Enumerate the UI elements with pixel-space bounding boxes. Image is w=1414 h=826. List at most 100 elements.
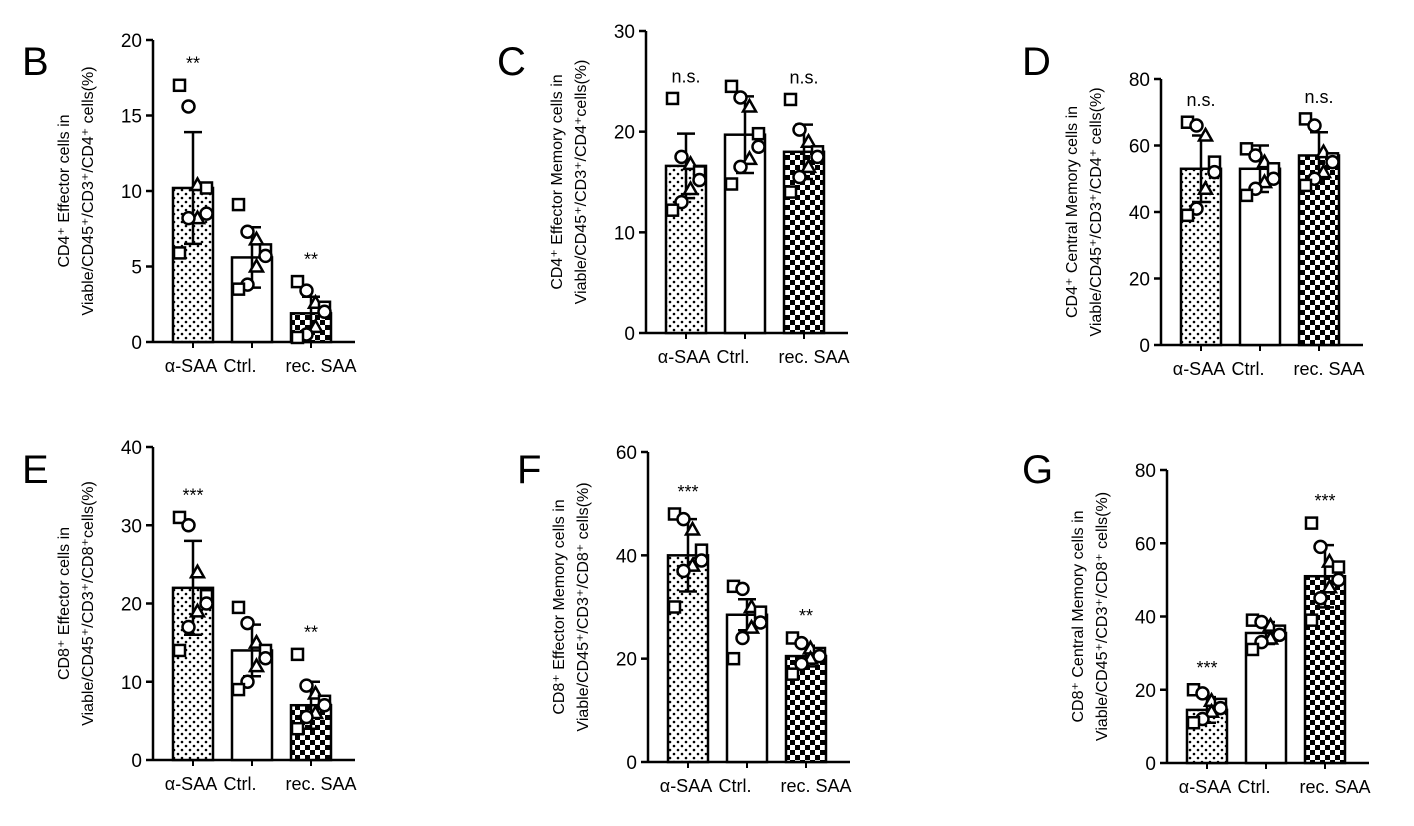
data-point-circle	[181, 518, 196, 533]
y-axis-label: CD4⁺ Effector cells in	[56, 114, 73, 267]
data-point-circle	[317, 304, 332, 320]
x-tick-label: rec. SAA	[778, 347, 849, 367]
data-point-circle	[1248, 148, 1263, 163]
x-tick-label: Ctrl.	[719, 776, 752, 796]
data-point-circle	[694, 553, 709, 568]
x-tick-label: rec. SAA	[1293, 359, 1364, 379]
panel-b: B CD4⁺ Effector cells in Viable/CD45⁺/CD3⁺…	[22, 31, 357, 376]
x-tick-label: α-SAA	[1179, 777, 1231, 797]
data-point-square	[1331, 560, 1346, 574]
significance-label: **	[304, 250, 318, 270]
data-point-circle	[735, 630, 750, 646]
significance-label: n.s.	[1304, 87, 1333, 107]
x-tick-label: Ctrl.	[717, 347, 750, 367]
y-tick-label: 0	[624, 324, 635, 345]
data-point-square	[1239, 142, 1254, 156]
y-tick-label: 10	[614, 223, 635, 244]
data-point-square	[290, 647, 305, 662]
data-point-circle	[1207, 164, 1222, 180]
panel-f: F CD8⁺ Effector Memory cells in Viable/CD4…	[517, 443, 852, 796]
data-point-square	[783, 185, 798, 199]
x-tick-label: rec. SAA	[285, 356, 356, 376]
panel-d: D CD4⁺ Central Memory cells in Viable/CD45…	[1022, 40, 1365, 379]
data-point-square	[172, 510, 187, 525]
data-point-triangle	[1202, 702, 1221, 718]
x-tick-label: rec. SAA	[1299, 777, 1370, 797]
bar	[782, 150, 826, 335]
data-point-circle	[258, 248, 273, 264]
data-point-triangle	[681, 180, 700, 196]
data-point-square	[726, 651, 741, 666]
y-axis-label: CD4⁺ Effector Memory cells in	[549, 74, 566, 289]
data-point-square	[1304, 613, 1319, 627]
data-point-square	[724, 177, 739, 191]
y-tick-label: 40	[1135, 608, 1156, 629]
y-tick-label: 20	[614, 123, 635, 144]
data-point-triangle	[247, 657, 266, 673]
data-point-square	[1304, 516, 1319, 530]
data-point-circle	[1313, 590, 1328, 606]
data-point-square	[290, 721, 305, 736]
data-point-circle	[794, 635, 809, 651]
data-point-circle	[735, 581, 750, 597]
data-point-square	[290, 274, 305, 289]
data-point-triangle	[740, 149, 759, 166]
data-point-square	[231, 682, 246, 697]
data-point-circle	[199, 206, 214, 221]
panel-letter: E	[22, 448, 49, 492]
x-tick-label: α-SAA	[660, 776, 712, 796]
data-point-triangle	[247, 230, 266, 246]
data-point-circle	[1307, 118, 1322, 133]
data-point-triangle	[1314, 163, 1333, 179]
significance-label: ***	[677, 482, 698, 502]
data-point-square	[724, 79, 739, 94]
panel-e: E CD8⁺ Effector cells in Viable/CD45⁺/CD3⁺…	[22, 438, 357, 794]
y-axis-label: CD8⁺ Effector cells in	[56, 527, 73, 680]
y-tick-label: 60	[616, 443, 637, 464]
panel-letter: D	[1022, 40, 1051, 84]
data-point-circle	[1195, 686, 1210, 701]
data-point-square	[1298, 112, 1313, 126]
x-tick-label: Ctrl.	[224, 356, 257, 376]
y-tick-label: 0	[1139, 336, 1150, 357]
y-tick-label: 30	[614, 22, 635, 43]
y-tick-label: 40	[616, 546, 637, 567]
y-tick-label: 60	[1135, 534, 1156, 555]
y-tick-label: 0	[626, 753, 637, 774]
data-point-triangle	[306, 317, 325, 334]
y-axis-label: Viable/CD45⁺/CD3⁺/CD4⁺cells(%)	[573, 60, 590, 305]
data-point-circle	[676, 511, 691, 527]
significance-label: n.s.	[789, 67, 818, 87]
data-point-circle	[751, 139, 766, 155]
data-point-circle	[733, 159, 748, 175]
data-point-triangle	[799, 157, 818, 174]
y-tick-label: 20	[1135, 681, 1156, 702]
data-point-circle	[674, 149, 689, 165]
data-point-square	[751, 126, 766, 141]
data-point-circle	[733, 90, 748, 105]
data-point-circle	[792, 122, 807, 137]
y-axis-label: Viable/CD45⁺/CD3⁺/CD8⁺ cells(%)	[575, 482, 592, 731]
data-point-circle	[1313, 539, 1328, 555]
data-point-circle	[299, 283, 314, 298]
y-tick-label: 30	[121, 516, 142, 537]
data-point-triangle	[188, 563, 207, 579]
data-point-square	[290, 330, 305, 345]
data-point-circle	[299, 678, 314, 693]
y-axis-label: Viable/CD45⁺/CD3⁺/CD4⁺ cells(%)	[1088, 87, 1105, 336]
x-tick-label: α-SAA	[165, 774, 217, 794]
data-point-square	[667, 600, 682, 614]
y-axis-label: CD8⁺ Effector Memory cells in	[551, 499, 568, 714]
x-tick-label: Ctrl.	[1232, 359, 1265, 379]
data-point-circle	[317, 697, 332, 713]
panel-letter: B	[22, 40, 49, 84]
data-point-circle	[299, 709, 314, 725]
y-tick-label: 0	[131, 333, 142, 354]
significance-label: n.s.	[1186, 90, 1215, 110]
data-point-square	[665, 91, 680, 106]
data-point-circle	[181, 619, 196, 635]
y-tick-label: 10	[121, 673, 142, 694]
data-point-circle	[792, 169, 807, 185]
y-axis-label: Viable/CD45⁺/CD3⁺/CD8⁺cells(%)	[80, 481, 97, 726]
x-tick-label: rec. SAA	[780, 776, 851, 796]
